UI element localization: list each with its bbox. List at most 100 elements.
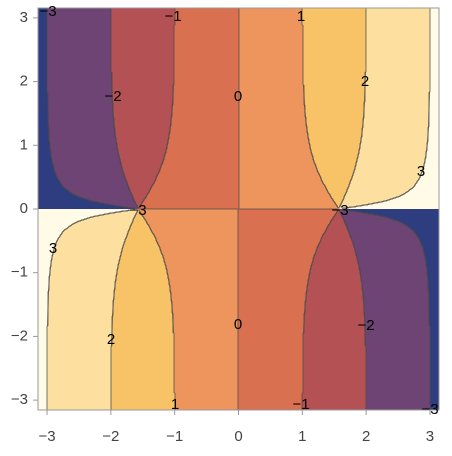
contour-band [148,193,239,195]
contour-band [38,248,54,250]
contour-band [364,116,429,118]
contour-band [327,189,347,191]
contour-band [421,173,439,175]
contour-band [346,192,406,194]
contour-band [357,159,425,161]
contour-band [47,39,111,41]
contour-band [112,90,173,92]
contour-band [38,30,47,32]
contour-band [308,137,361,139]
contour-band [47,79,112,81]
contour-band [50,269,117,271]
contour-band [430,13,439,15]
contour-band [174,361,238,363]
contour-band [48,123,114,125]
contour-band [363,295,429,297]
contour-band [313,259,357,261]
contour-band [322,180,351,182]
contour-band [239,179,321,181]
contour-band [38,243,56,245]
contour-band [357,161,425,163]
contour-band [239,142,309,144]
contour-band [325,185,349,187]
contour-band [238,317,304,319]
contour-band [112,316,173,318]
contour-band [426,260,439,262]
contour-band [162,164,239,166]
contour-band [309,278,361,280]
contour-band [430,385,439,387]
contour-band [127,236,155,238]
contour-band [239,88,304,90]
contour-band [38,249,54,251]
contour-band [303,371,366,373]
contour-band [365,328,430,330]
contour-band [429,298,439,300]
contour-band [53,165,121,167]
contour-band [303,56,366,58]
contour-band [365,84,430,86]
contour-band [175,398,238,400]
contour-band [366,365,430,367]
contour-band [154,182,239,184]
contour-band [430,396,439,398]
contour-band [238,336,303,338]
contour-band [361,142,427,144]
contour-band [174,60,239,62]
contour-band [51,157,119,159]
contour-band [325,186,349,188]
contour-band [152,232,238,234]
contour-band [303,344,365,346]
contour-band [111,386,174,388]
contour-label: −1 [164,8,181,25]
contour-band [115,282,169,284]
contour-band [160,170,239,172]
contour-band [430,407,439,409]
contour-band [47,42,111,44]
contour-band [239,66,303,68]
contour-band [239,46,303,48]
contour-band [429,101,439,103]
contour-band [111,55,174,57]
contour-band [38,129,49,131]
contour-band [430,72,439,74]
contour-band [419,238,439,240]
contour-band [38,29,47,31]
contour-band [48,125,114,127]
contour-band [174,69,239,71]
contour-band [38,219,84,221]
x-tick-label: 1 [298,428,306,445]
contour-band [361,140,428,142]
contour-band [173,90,239,92]
contour-band [302,20,366,22]
contour-band [154,234,238,236]
contour-band [111,44,174,46]
contour-band [161,252,238,254]
contour-band [238,327,304,329]
contour-band [238,324,304,326]
contour-band [47,71,111,73]
contour-band [38,181,60,183]
contour-band [238,356,303,358]
contour-band [134,218,144,220]
contour-band [114,122,171,124]
contour-band [302,401,366,403]
contour-band [238,298,306,300]
contour-band [174,34,239,36]
contour-band [111,384,174,386]
contour-band [364,117,429,119]
contour-band [239,98,304,100]
contour-band [238,253,315,255]
contour-band [167,147,239,149]
contour-band [38,68,47,70]
contour-band [47,362,111,364]
contour-band [47,83,112,85]
contour-band [111,28,174,30]
contour-band [38,184,62,186]
contour-band [416,183,439,185]
contour-band [111,11,175,13]
contour-band [366,356,430,358]
contour-band [321,240,352,242]
contour-band [239,113,305,115]
contour-band [430,21,439,23]
